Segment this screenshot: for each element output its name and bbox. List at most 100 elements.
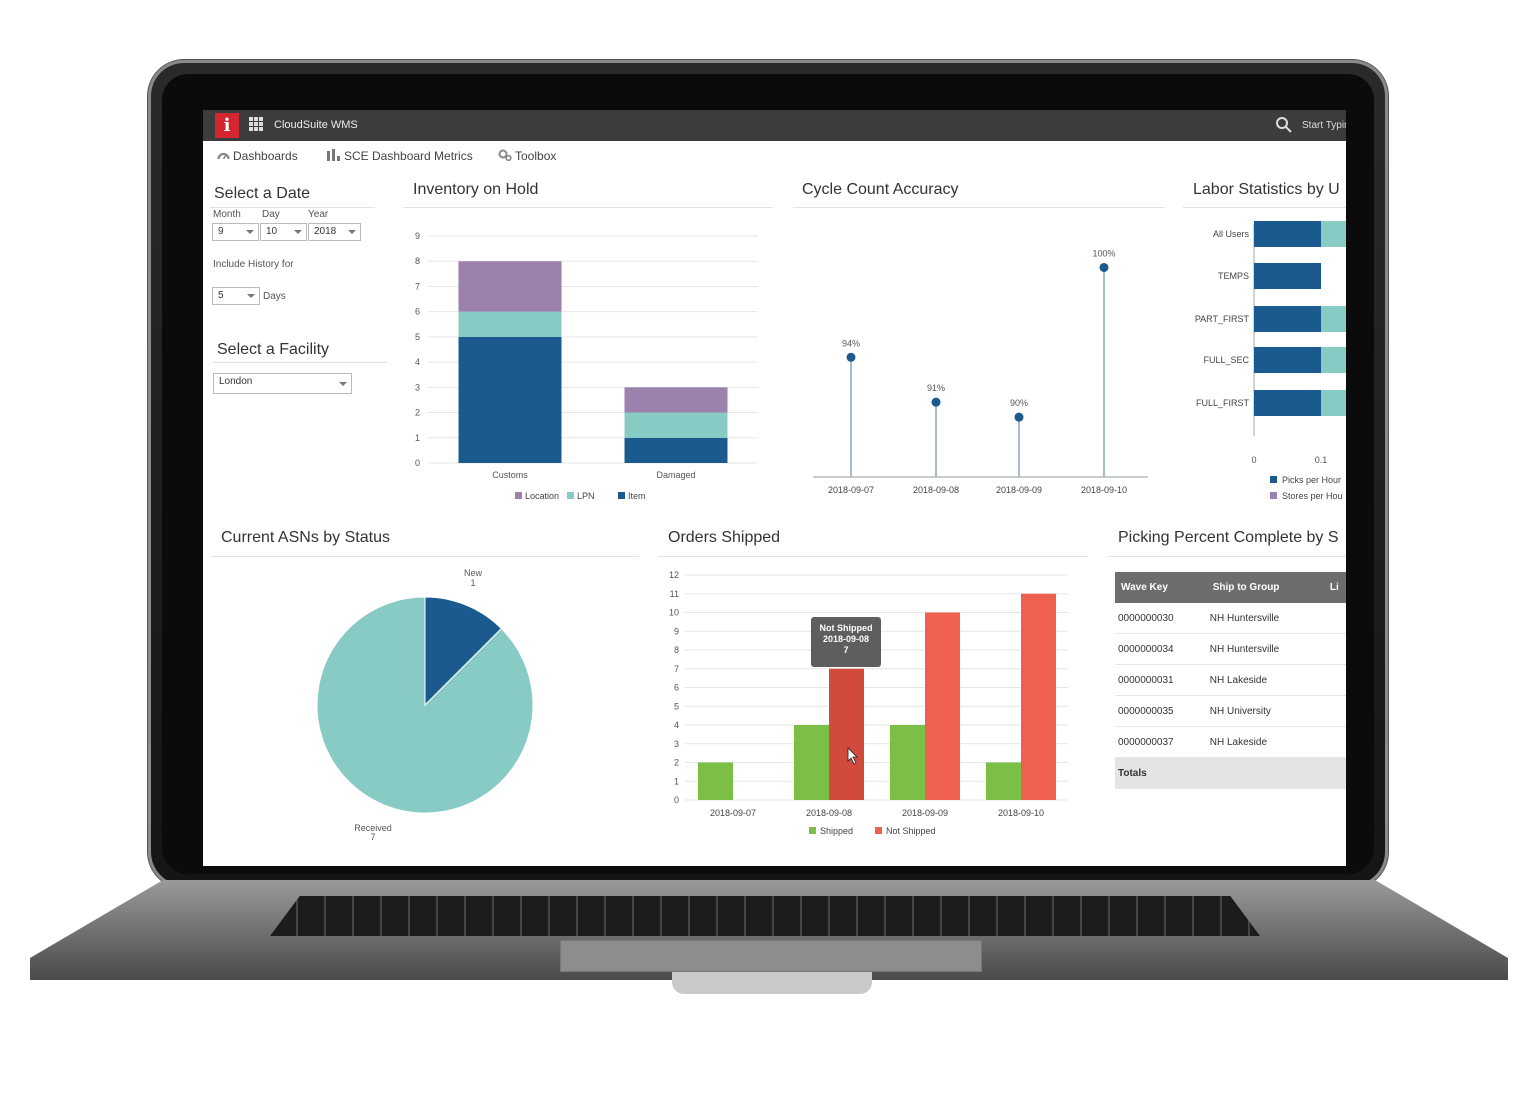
bar: [1321, 390, 1346, 416]
month-select[interactable]: 9: [212, 223, 259, 241]
nav-toolbox[interactable]: Toolbox: [498, 149, 556, 163]
asn-title: Current ASNs by Status: [221, 529, 390, 546]
data-label: 91%: [927, 383, 945, 393]
asn-divider: [211, 556, 639, 557]
search-input[interactable]: Start Typin: [1302, 120, 1346, 131]
app-logo[interactable]: i: [215, 113, 239, 138]
table-cell: NH University: [1206, 695, 1324, 727]
app-grid-icon[interactable]: [249, 117, 265, 133]
chevron-down-icon: [246, 230, 254, 234]
facility-value: London: [219, 376, 253, 387]
y-tick-label: 9: [415, 231, 420, 241]
bar-segment: [624, 412, 728, 438]
bar: [1254, 221, 1321, 247]
bar: [1254, 390, 1321, 416]
year-label: Year: [308, 209, 329, 220]
bar: [1321, 221, 1346, 247]
top-bar: i CloudSuite WMS Start Typin: [203, 110, 1346, 141]
column-header[interactable]: Wave Key: [1115, 572, 1207, 603]
y-tick-label: 6: [415, 307, 420, 317]
y-tick-label: FULL_SEC: [1203, 355, 1249, 365]
gears-icon: [498, 149, 512, 162]
history-select[interactable]: 5: [212, 287, 260, 305]
cycle-title: Cycle Count Accuracy: [802, 181, 959, 198]
legend-swatch: [567, 492, 574, 499]
y-tick-label: 5: [674, 701, 679, 711]
y-tick-label: All Users: [1213, 229, 1250, 239]
x-tick-label: 2018-09-08: [806, 808, 852, 818]
month-label: Month: [213, 209, 241, 220]
nav-sce-dashboard-metrics[interactable]: SCE Dashboard Metrics: [327, 149, 473, 163]
y-tick-label: TEMPS: [1218, 271, 1249, 281]
labor-divider: [1183, 207, 1346, 208]
month-value: 9: [218, 226, 224, 237]
legend-label: Item: [628, 491, 646, 500]
legend-swatch: [875, 827, 882, 834]
y-tick-label: 5: [415, 332, 420, 342]
y-tick-label: 1: [674, 776, 679, 786]
legend-label: Not Shipped: [886, 826, 936, 836]
column-header[interactable]: Ship to Group: [1206, 572, 1324, 603]
legend-label: LPN: [577, 491, 595, 500]
day-select[interactable]: 10: [260, 223, 307, 241]
labor-chart: All Users TEMPS PART_FIRST FULL_SEC FULL_FIR…: [1195, 221, 1346, 501]
slice-name-label: Received: [354, 823, 392, 833]
chevron-down-icon: [294, 230, 302, 234]
table-cell: [1323, 726, 1346, 758]
y-tick-label: 2: [674, 758, 679, 768]
legend-label: Location: [525, 491, 559, 500]
year-value: 2018: [314, 226, 337, 237]
nav-dashboards[interactable]: Dashboards: [217, 149, 298, 163]
x-tick-label: 2018-09-10: [998, 808, 1044, 818]
y-tick-label: 4: [415, 357, 420, 367]
table-row[interactable]: 0000000030 NH Huntersville: [1115, 603, 1346, 634]
picking-divider: [1108, 556, 1346, 557]
search-icon[interactable]: [1275, 116, 1293, 134]
data-point: [1014, 412, 1024, 422]
column-header[interactable]: Li: [1323, 572, 1346, 603]
chevron-down-icon: [348, 230, 356, 234]
legend-label: Stores per Hou: [1282, 491, 1343, 501]
table-cell: 0000000037: [1115, 726, 1207, 758]
slice-value-label: 1: [470, 578, 475, 588]
legend-swatch: [618, 492, 625, 499]
day-label: Day: [262, 209, 280, 220]
bar-segment: [624, 387, 728, 413]
bar: [1254, 306, 1321, 332]
nav-sce-label: SCE Dashboard Metrics: [344, 149, 473, 163]
y-tick-label: 11: [670, 589, 679, 599]
table-row[interactable]: 0000000035 NH University: [1115, 695, 1346, 727]
history-label: Include History for: [213, 259, 294, 270]
x-tick-label: 2018-09-07: [710, 808, 756, 818]
slice-value-label: 7: [370, 832, 375, 842]
y-tick-label: PART_FIRST: [1195, 314, 1250, 324]
orders-divider: [658, 556, 1088, 557]
legend-swatch: [1270, 492, 1277, 499]
table-cell: 0000000034: [1115, 633, 1207, 665]
select-date-title: Select a Date: [214, 185, 311, 202]
cycle-chart: 94% 2018-09-07 91% 2018-09-08 90% 2018-09-09 1…: [813, 248, 1148, 495]
y-tick-label: 3: [415, 382, 420, 392]
legend-swatch: [515, 492, 522, 499]
pie-slice: [424, 596, 503, 707]
y-tick-label: 12: [669, 570, 679, 580]
table-cell: NH Lakeside: [1206, 726, 1324, 758]
table-row[interactable]: 0000000031 NH Lakeside: [1115, 664, 1346, 696]
date-divider: [210, 207, 375, 208]
table-row[interactable]: 0000000037 NH Lakeside: [1115, 726, 1346, 758]
x-tick-label: 2018-09-07: [828, 485, 874, 495]
data-label: 94%: [842, 338, 860, 348]
bar: [1321, 347, 1346, 373]
y-tick-label: 7: [415, 281, 420, 291]
bar: [1321, 306, 1346, 332]
facility-select[interactable]: London: [213, 373, 352, 394]
table-cell: [1323, 633, 1346, 665]
table-cell: NH Huntersville: [1206, 603, 1324, 634]
labor-title: Labor Statistics by U: [1193, 181, 1340, 198]
picking-title: Picking Percent Complete by S: [1118, 529, 1339, 546]
table-row[interactable]: 0000000034 NH Huntersville: [1115, 633, 1346, 665]
tooltip-series: Not Shipped: [820, 623, 873, 633]
laptop-notch: [672, 972, 872, 994]
year-select[interactable]: 2018: [308, 223, 361, 241]
